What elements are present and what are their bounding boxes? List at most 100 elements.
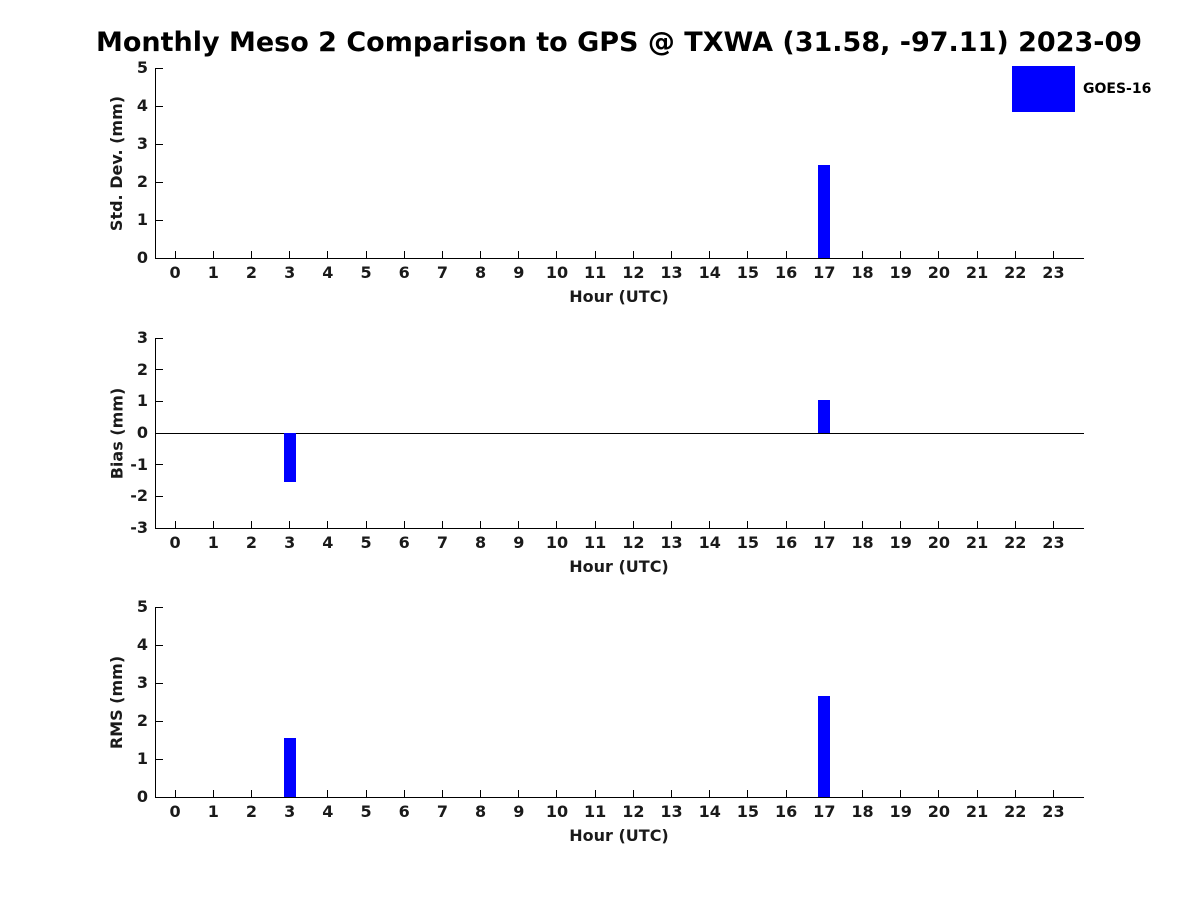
y-tick-label: 5 (136, 597, 148, 616)
x-tick-label: 7 (436, 263, 448, 282)
y-tick-mark (156, 67, 163, 69)
x-tick-label: 20 (927, 802, 951, 821)
x-tick-mark (1052, 251, 1054, 258)
x-tick-label: 12 (622, 533, 645, 552)
x-tick-mark (785, 790, 787, 797)
x-tick-mark (594, 251, 596, 258)
x-tick-mark (1052, 790, 1054, 797)
x-tick-mark (365, 251, 367, 258)
x-tick-label: 6 (398, 533, 410, 552)
x-tick-label: 7 (436, 533, 448, 552)
bar-goes16-hour-3 (283, 433, 296, 483)
y-tick-mark (156, 606, 163, 608)
y-tick-mark (156, 400, 163, 402)
x-tick-mark (938, 790, 940, 797)
x-tick-mark (212, 521, 214, 528)
x-tick-mark (862, 251, 863, 258)
x-tick-label: 2 (245, 802, 258, 821)
x-tick-mark (174, 521, 176, 528)
x-tick-label: 19 (889, 263, 912, 282)
y-tick-mark (156, 337, 163, 339)
x-tick-mark (1014, 251, 1016, 258)
y-tick-label: 3 (136, 328, 148, 347)
y-tick-label: 0 (136, 423, 148, 442)
x-axis-label-rms: Hour (UTC) (569, 826, 669, 845)
x-tick-mark (250, 790, 252, 797)
x-tick-mark (556, 521, 558, 528)
y-tick-label: 2 (136, 172, 148, 191)
x-tick-label: 23 (1042, 533, 1065, 552)
x-tick-label: 17 (813, 533, 836, 552)
x-tick-label: 21 (965, 802, 989, 821)
x-axis-label-bias: Hour (UTC) (569, 557, 669, 576)
y-tick-label: 3 (136, 134, 148, 153)
x-tick-label: 2 (245, 263, 258, 282)
y-tick-mark (156, 495, 163, 497)
x-tick-label: 15 (736, 263, 760, 282)
x-tick-mark (823, 521, 825, 528)
x-tick-label: 6 (398, 802, 410, 821)
x-tick-label: 14 (698, 533, 721, 552)
x-tick-mark (327, 251, 329, 258)
y-axis-label-wrap: RMS (mm) (105, 607, 129, 797)
x-tick-mark (289, 251, 291, 258)
x-tick-label: 21 (965, 533, 989, 552)
x-tick-label: 13 (660, 533, 683, 552)
x-tick-mark (594, 521, 596, 528)
y-tick-mark (156, 219, 163, 221)
y-tick-label: 2 (136, 711, 148, 730)
x-tick-label: 7 (436, 802, 448, 821)
x-axis-label-std-dev: Hour (UTC) (569, 287, 669, 306)
x-tick-label: 11 (584, 533, 607, 552)
x-tick-mark (403, 251, 405, 258)
x-tick-mark (365, 790, 367, 797)
x-tick-mark (441, 790, 443, 797)
x-tick-label: 12 (622, 802, 645, 821)
y-tick-mark (156, 644, 163, 646)
x-tick-mark (632, 251, 634, 258)
legend-swatch-goes16 (1012, 66, 1075, 112)
x-tick-mark (671, 251, 673, 258)
x-tick-label: 19 (889, 802, 912, 821)
x-tick-label: 10 (545, 263, 569, 282)
y-tick-label: 3 (136, 673, 148, 692)
x-tick-label: 4 (322, 802, 334, 821)
x-tick-label: 14 (698, 802, 721, 821)
x-tick-label: 6 (398, 263, 410, 282)
x-tick-mark (785, 251, 787, 258)
y-tick-mark (156, 143, 163, 145)
x-tick-mark (403, 790, 405, 797)
x-tick-label: 13 (660, 263, 683, 282)
x-tick-mark (250, 521, 252, 528)
x-tick-mark (632, 790, 634, 797)
y-tick-mark (156, 682, 163, 684)
x-tick-mark (1052, 521, 1054, 528)
figure-title: Monthly Meso 2 Comparison to GPS @ TXWA … (95, 27, 1143, 58)
x-tick-label: 16 (774, 263, 798, 282)
x-tick-mark (594, 790, 596, 797)
x-tick-mark (441, 521, 443, 528)
y-axis-label-wrap: Std. Dev. (mm) (105, 68, 129, 258)
x-tick-label: 1 (207, 802, 219, 821)
x-tick-mark (900, 521, 902, 528)
x-tick-mark (1014, 521, 1016, 528)
x-tick-label: 0 (169, 263, 181, 282)
x-tick-mark (212, 251, 214, 258)
bar-goes16-hour-17 (818, 696, 831, 797)
x-tick-label: 9 (513, 802, 525, 821)
x-tick-mark (709, 521, 711, 528)
x-tick-mark (250, 251, 252, 258)
y-tick-label: 1 (136, 210, 148, 229)
plot-area-std-dev: 0 1 2 3 4 5 0 1 2 3 4 5 6 7 8 9 10 11 12 13 14 15 16 17 18 19 20 21… (137, 60, 1084, 281)
x-tick-mark (747, 521, 749, 528)
x-tick-label: 13 (660, 802, 683, 821)
x-tick-label: 3 (284, 533, 296, 552)
x-tick-mark (671, 790, 673, 797)
x-tick-label: 15 (736, 802, 760, 821)
x-tick-mark (174, 251, 176, 258)
x-tick-label: 17 (813, 263, 836, 282)
x-tick-mark (1014, 790, 1016, 797)
x-tick-mark (327, 790, 329, 797)
x-tick-label: 17 (813, 802, 836, 821)
plot-area-rms: 0 1 2 3 4 5 0 1 2 3 4 5 6 7 8 9 10 11 12 13 14 15 16 17 18 19 20 21… (137, 599, 1084, 820)
